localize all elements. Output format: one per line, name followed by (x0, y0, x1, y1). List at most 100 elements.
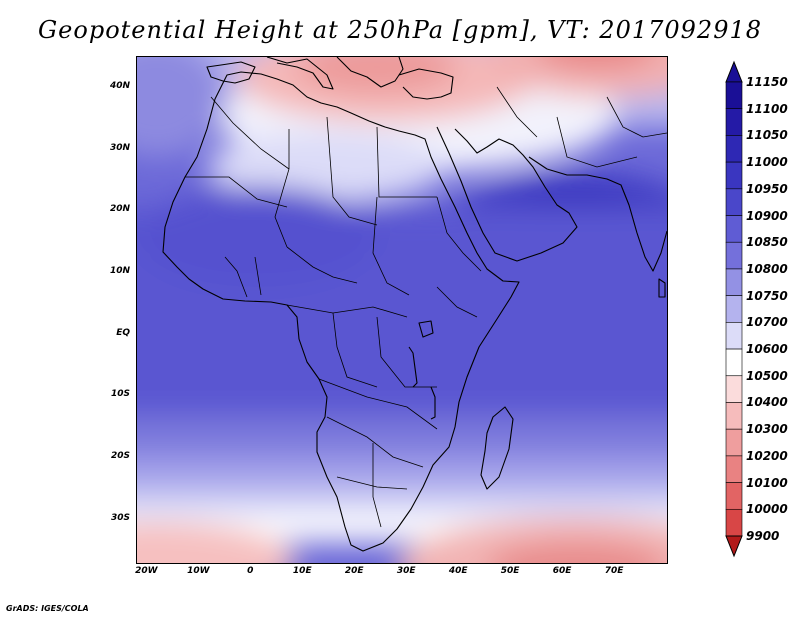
colorbar-level-label: 10900 (746, 208, 788, 223)
lat-tick-label: 20S (110, 451, 130, 462)
field-southwest-pink (137, 522, 297, 563)
lon-tick-label: 10W (187, 566, 210, 576)
colorbar-bottom-arrow (725, 535, 743, 558)
lon-tick-label: 0 (247, 566, 254, 576)
colorbar-swatch (725, 402, 743, 430)
colorbar-swatch (725, 348, 743, 377)
turkey-coastline (398, 68, 454, 100)
colorbar-swatch (725, 81, 743, 110)
geopotential-height-map (137, 57, 667, 563)
lon-tick-label: 70E (604, 566, 624, 576)
madagascar-coastline (480, 406, 514, 490)
lat-tick-label: 20N (109, 204, 130, 215)
colorbar-level-label: 9900 (746, 529, 780, 543)
map-panel (136, 56, 668, 564)
border-1 (210, 96, 290, 170)
europe-coastline (266, 57, 334, 90)
border-4 (326, 116, 378, 226)
lon-tick-label: 10E (292, 566, 312, 576)
colorbar-swatch (725, 508, 743, 537)
lat-tick-label: 30N (109, 142, 130, 153)
field-southeast-red (488, 542, 666, 563)
colorbar-swatch (725, 428, 743, 457)
border-12 (318, 378, 438, 430)
lake-tanganyika (408, 346, 418, 388)
border-7 (436, 196, 482, 272)
colorbar-swatch (725, 161, 743, 190)
balkans-coastline (336, 57, 404, 88)
border-19 (556, 116, 638, 168)
field-sahara-white (207, 132, 447, 202)
border-15 (372, 443, 382, 528)
iran-india-coastline (528, 156, 667, 272)
srilanka-coastline (658, 278, 666, 298)
field-iran-red (543, 57, 651, 69)
colorbar-level-label: 10300 (746, 422, 788, 437)
colorbar-swatch (725, 268, 743, 296)
colorbar-swatch (725, 482, 743, 510)
map-title: Geopotential Height at 250hPa [gpm], VT:… (38, 16, 762, 44)
border-3 (185, 176, 288, 208)
colorbar-level-label: 10850 (746, 235, 788, 250)
field-aegean-red (297, 57, 457, 92)
colorbar-level-label: 11150 (746, 75, 788, 89)
border-18 (254, 256, 262, 296)
colorbar-swatch (725, 108, 743, 136)
lon-tick-label: 20E (344, 566, 364, 576)
lake-victoria (418, 320, 434, 338)
colorbar-swatch (725, 215, 743, 243)
colorbar-level-label: 11100 (746, 101, 788, 116)
colorbar-top-arrow (725, 60, 743, 83)
border-13 (326, 416, 424, 468)
colorbar-level-label: 10500 (746, 368, 788, 383)
lake-malawi (430, 386, 436, 420)
lon-tick-label: 40E (448, 566, 468, 576)
africa-coastline (162, 71, 520, 552)
colorbar-level-label: 10700 (746, 315, 788, 330)
border-11 (376, 316, 437, 388)
lon-tick-label: 60E (552, 566, 572, 576)
border-20 (496, 86, 538, 138)
border-10 (332, 312, 378, 388)
iberia-coastline (206, 61, 256, 84)
colorbar-swatch (725, 241, 743, 270)
lat-tick-label: EQ (116, 327, 130, 338)
border-6 (372, 196, 410, 296)
field-south-light (137, 457, 667, 497)
colorbar-swatch (725, 188, 743, 216)
lon-tick-label: 50E (500, 566, 520, 576)
colorbar-level-label: 11000 (746, 155, 788, 170)
colorbar-level-label: 10750 (746, 288, 788, 303)
colorbar (725, 60, 743, 558)
lat-tick-label: 40N (109, 80, 130, 91)
colorbar-level-label: 10000 (746, 502, 788, 517)
lat-tick-label: 10N (109, 265, 130, 276)
field-south-lavender (137, 417, 667, 457)
colorbar-level-label: 10200 (746, 448, 788, 463)
border-9 (286, 304, 408, 318)
border-8 (286, 246, 358, 284)
colorbar-swatch (725, 295, 743, 323)
colorbar-level-label: 10950 (746, 181, 788, 196)
colorbar-level-label: 10100 (746, 475, 788, 490)
field-west-africa (137, 187, 377, 287)
border-14 (336, 476, 408, 490)
colorbar-level-label: 10800 (746, 261, 788, 276)
colorbar-level-label: 10400 (746, 395, 788, 410)
colorbar-swatch (725, 322, 743, 350)
colorbar-swatch (725, 375, 743, 403)
colorbar-level-label: 11050 (746, 128, 788, 143)
border-17 (224, 256, 248, 298)
colorbar-swatch (725, 135, 743, 163)
coastlines (162, 57, 667, 552)
lat-tick-label: 30S (110, 512, 130, 523)
lon-tick-label: 30E (396, 566, 416, 576)
border-16 (436, 286, 478, 318)
grads-credit: GrADS: IGES/COLA (6, 604, 89, 613)
border-21 (606, 96, 667, 138)
field-atlantic-lavender (137, 57, 227, 157)
colorbar-level-label: 10600 (746, 342, 788, 357)
lon-tick-label: 20W (135, 566, 158, 576)
lat-tick-label: 10S (110, 389, 130, 400)
border-5 (376, 126, 437, 198)
